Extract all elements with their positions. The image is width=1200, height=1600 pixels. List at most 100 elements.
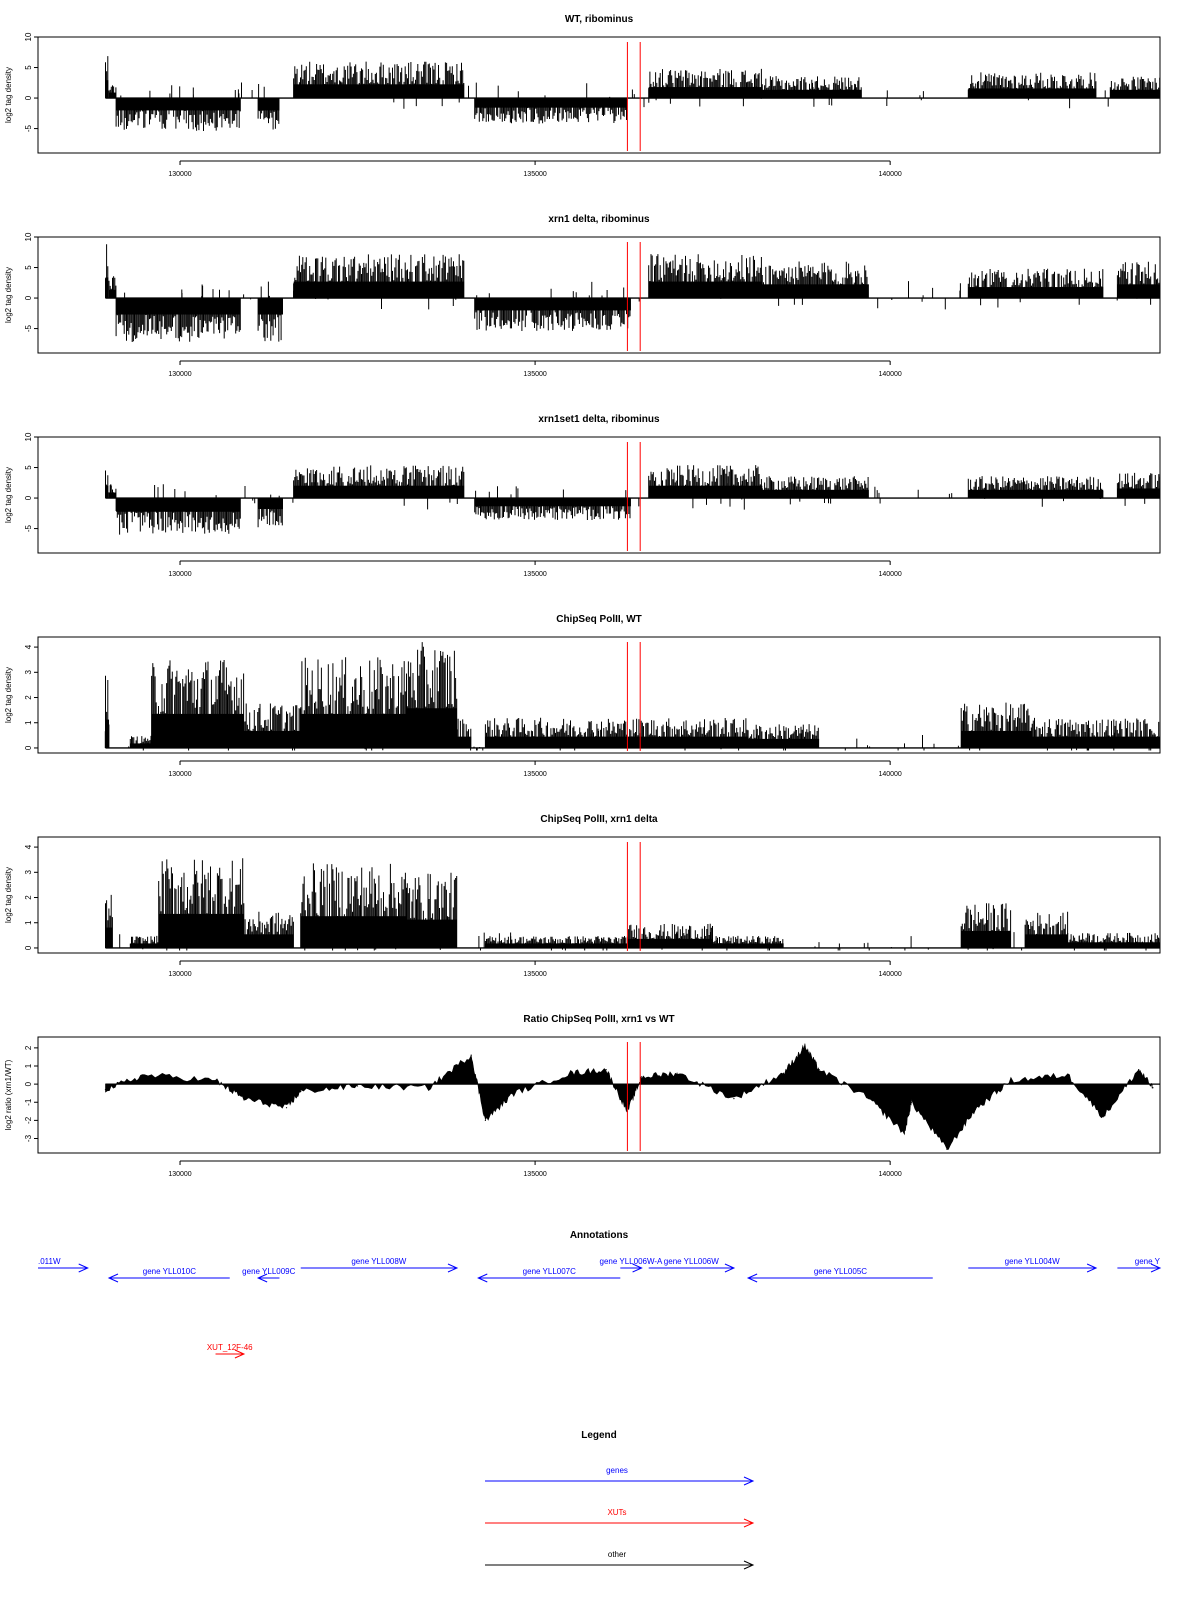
- data-segment-5: [300, 657, 408, 748]
- data-segment-3: [115, 98, 241, 131]
- y-tick-label: -5: [24, 324, 33, 332]
- density-fill: [1117, 488, 1160, 499]
- density-fill: [456, 736, 472, 748]
- ratio-point: [285, 1107, 288, 1109]
- track-panel-5: ChipSeq PolII, xrn1 delta log2 tag densit…: [4, 814, 1161, 978]
- x-axis: 130000 135000 140000: [168, 760, 902, 778]
- data-segment-8: [484, 717, 628, 748]
- y-tick-label: 2: [24, 1045, 33, 1050]
- y-axis-label: log2 tag density: [4, 67, 13, 123]
- x-axis: 130000 135000 140000: [168, 560, 902, 578]
- y-tick-label: 10: [24, 432, 33, 441]
- ratio-area: [105, 1043, 1153, 1150]
- density-fill: [407, 919, 457, 948]
- data-segment-9: [967, 268, 1104, 299]
- plot-frame: [37, 1036, 1161, 1154]
- data-segment-9: [967, 476, 1104, 499]
- gene-label: gene YLL004W: [1005, 1257, 1060, 1266]
- arrow-right-icon: [724, 1263, 736, 1273]
- density-fill: [105, 927, 113, 948]
- x-tick-label: 130000: [168, 771, 191, 778]
- density-fill: [293, 281, 465, 299]
- data-segment-4: [243, 703, 301, 748]
- data-segment-10: [1116, 261, 1161, 299]
- density-fill: [300, 713, 408, 748]
- density-fill: [474, 98, 628, 108]
- gene-feature-2: gene YLL010C: [107, 1267, 230, 1283]
- y-axis: 2 1 0 -1 -2 -3: [24, 1045, 38, 1142]
- x-tick-label: 135000: [523, 371, 546, 378]
- data-segment-1: [105, 470, 109, 499]
- density-fill: [648, 87, 763, 99]
- gene-label: gene Y: [1135, 1257, 1161, 1266]
- data-marks: [104, 1043, 1154, 1150]
- data-segment-7: [484, 936, 628, 948]
- data-segment-2: [108, 85, 117, 99]
- data-segment-8: [761, 476, 869, 499]
- gene-feature-4: gene YLL008W: [300, 1257, 459, 1273]
- legend-label: genes: [606, 1466, 628, 1475]
- x-tick-label: 135000: [523, 771, 546, 778]
- legend-item-other: other: [485, 1550, 755, 1570]
- legend-label: XUTs: [607, 1508, 626, 1517]
- density-fill: [748, 738, 820, 748]
- density-fill: [243, 730, 301, 748]
- ratio-point: [641, 1076, 643, 1078]
- gene-label: gene YLL005C: [814, 1267, 867, 1276]
- arrow-right-icon: [1086, 1263, 1098, 1273]
- legend: Legend genes XUTs other: [485, 1430, 755, 1570]
- density-fill: [648, 281, 763, 299]
- sparse-bars: [110, 480, 1146, 510]
- density-fill: [105, 277, 109, 299]
- ratio-point: [903, 1132, 905, 1134]
- y-tick-label: 3: [24, 870, 33, 875]
- density-fill: [300, 916, 408, 948]
- arrow-right-icon: [78, 1263, 89, 1273]
- ratio-point: [868, 1098, 870, 1100]
- data-segment-7: [648, 465, 763, 499]
- x-tick-label: 135000: [523, 1171, 546, 1178]
- ratio-point: [300, 1090, 302, 1092]
- ratio-point: [605, 1069, 607, 1071]
- density-fill: [151, 713, 244, 748]
- data-marks: [105, 465, 1161, 535]
- data-segment-2: [129, 935, 159, 948]
- density-fill: [485, 736, 628, 748]
- density-fill: [130, 743, 152, 748]
- track-panel-4: ChipSeq PolII, WT log2 tag density 4 3 2 1 0 13…: [4, 614, 1161, 778]
- x-tick-label: 140000: [878, 171, 901, 178]
- y-tick-label: 5: [24, 465, 33, 470]
- arrow-right-icon: [632, 1263, 643, 1273]
- density-fill: [109, 92, 117, 99]
- ratio-point: [676, 1072, 678, 1074]
- ratio-point: [733, 1098, 735, 1100]
- x-tick-label: 135000: [523, 971, 546, 978]
- gene-feature-6: gene YLL006W-A: [600, 1257, 663, 1273]
- data-segment-9: [712, 935, 784, 948]
- ratio-point: [484, 1119, 486, 1121]
- x-axis: 130000 135000 140000: [168, 960, 902, 978]
- gene-feature-7: gene YLL006W: [648, 1257, 736, 1273]
- ratio-point: [946, 1148, 948, 1150]
- data-segment-9: [967, 72, 1097, 99]
- plot-frame: [37, 36, 1161, 154]
- ratio-point: [818, 1069, 820, 1071]
- plot-frame: [37, 436, 1161, 554]
- y-tick-label: 10: [24, 232, 33, 241]
- density-fill: [105, 80, 109, 99]
- y-tick-label: 0: [24, 495, 33, 500]
- data-marks: [105, 56, 1161, 131]
- legend-label: other: [608, 1550, 627, 1559]
- plot-frame: [37, 836, 1161, 954]
- y-tick-label: 1: [24, 720, 33, 725]
- density-fill: [627, 736, 749, 748]
- density-fill: [961, 730, 1033, 748]
- density-fill: [109, 289, 117, 299]
- ratio-point: [1067, 1074, 1069, 1076]
- y-tick-label: -5: [24, 524, 33, 532]
- y-tick-label: 0: [24, 745, 33, 750]
- density-fill: [243, 934, 294, 948]
- data-segment-9: [626, 718, 749, 748]
- data-segment-3: [151, 660, 245, 748]
- gene-label: gene YLL008W: [351, 1257, 406, 1266]
